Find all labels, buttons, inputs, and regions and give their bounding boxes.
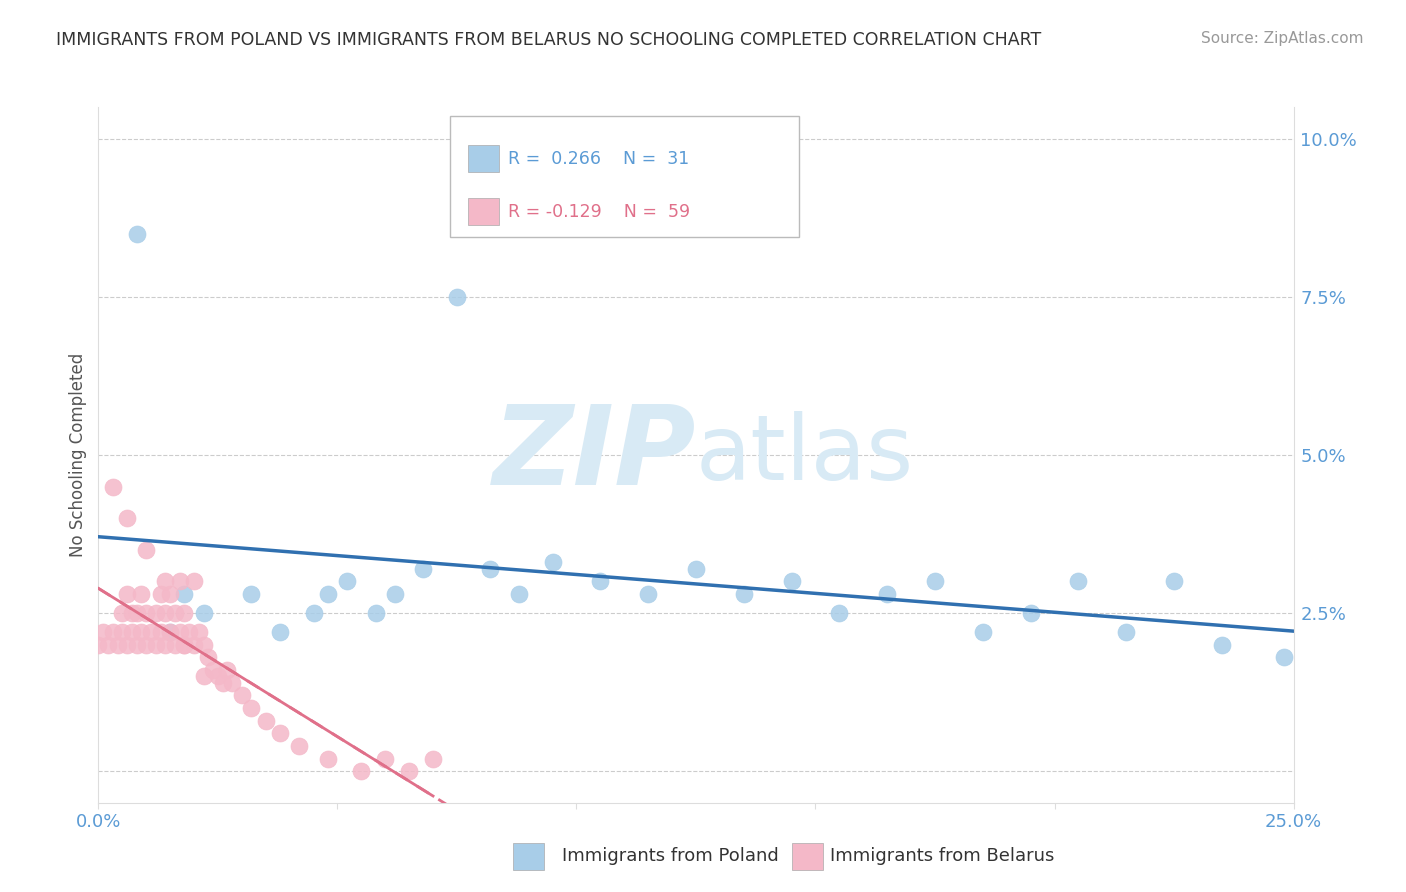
Point [197,650,219,665]
Point [149,625,172,640]
Point [269,625,291,640]
Text: Immigrants from Belarus: Immigrants from Belarus [830,847,1054,865]
Point [193,638,215,652]
Point [202,663,225,677]
Point [115,587,138,601]
Point [924,574,946,589]
Point [637,587,659,601]
Point [155,574,177,589]
Point [254,714,277,728]
Point [91,625,114,640]
Point [159,625,181,640]
Point [336,574,359,589]
Point [149,587,172,601]
Text: R =  0.266    N =  31: R = 0.266 N = 31 [508,150,689,168]
Point [217,663,239,677]
Point [111,625,134,640]
Point [316,751,339,765]
Point [479,562,502,576]
Text: atlas: atlas [696,411,914,499]
Point [101,479,124,493]
Text: Source: ZipAtlas.com: Source: ZipAtlas.com [1201,31,1364,46]
Point [374,751,396,765]
Point [173,587,195,601]
Point [207,669,229,683]
Point [1019,606,1042,620]
Text: Immigrants from Poland: Immigrants from Poland [562,847,779,865]
Point [828,606,851,620]
Point [398,764,420,779]
Point [87,638,110,652]
Point [364,606,387,620]
Point [163,638,186,652]
Point [193,669,215,683]
Point [422,751,444,765]
Point [125,606,148,620]
Point [115,511,138,525]
Point [269,726,291,740]
Point [302,606,325,620]
Point [135,542,157,557]
Point [589,574,612,589]
Point [115,638,138,652]
Point [221,675,243,690]
Point [163,606,186,620]
Point [173,638,195,652]
Point [125,227,148,241]
Point [173,638,195,652]
Point [1163,574,1185,589]
Point [145,606,167,620]
Point [145,638,167,652]
Point [121,625,143,640]
Point [240,701,263,715]
Y-axis label: No Schooling Completed: No Schooling Completed [69,353,87,557]
Point [159,625,181,640]
Point [1272,650,1295,665]
Point [125,638,148,652]
Point [111,606,134,620]
Point [139,625,162,640]
Point [135,606,157,620]
Point [231,688,253,702]
Point [211,675,233,690]
Point [876,587,898,601]
Point [1067,574,1090,589]
Point [173,606,195,620]
Point [179,625,201,640]
Point [187,625,209,640]
Text: R = -0.129    N =  59: R = -0.129 N = 59 [508,202,690,220]
Point [193,606,215,620]
Text: ZIP: ZIP [492,401,696,508]
Point [733,587,755,601]
Point [155,606,177,620]
Point [121,606,143,620]
Point [131,587,153,601]
Point [412,562,434,576]
Point [159,587,181,601]
Point [316,587,339,601]
Point [508,587,530,601]
Point [97,638,120,652]
Point [240,587,263,601]
Point [169,574,191,589]
Point [183,574,205,589]
Point [685,562,707,576]
Point [169,625,191,640]
Point [131,625,153,640]
Point [135,638,157,652]
Point [101,625,124,640]
Point [183,638,205,652]
Text: IMMIGRANTS FROM POLAND VS IMMIGRANTS FROM BELARUS NO SCHOOLING COMPLETED CORRELA: IMMIGRANTS FROM POLAND VS IMMIGRANTS FRO… [56,31,1042,49]
Point [972,625,994,640]
Point [350,764,373,779]
Point [541,556,564,570]
Point [780,574,803,589]
Point [155,638,177,652]
Point [1115,625,1137,640]
Point [1211,638,1233,652]
Point [446,290,468,304]
Point [384,587,406,601]
Point [288,739,311,753]
Point [107,638,129,652]
